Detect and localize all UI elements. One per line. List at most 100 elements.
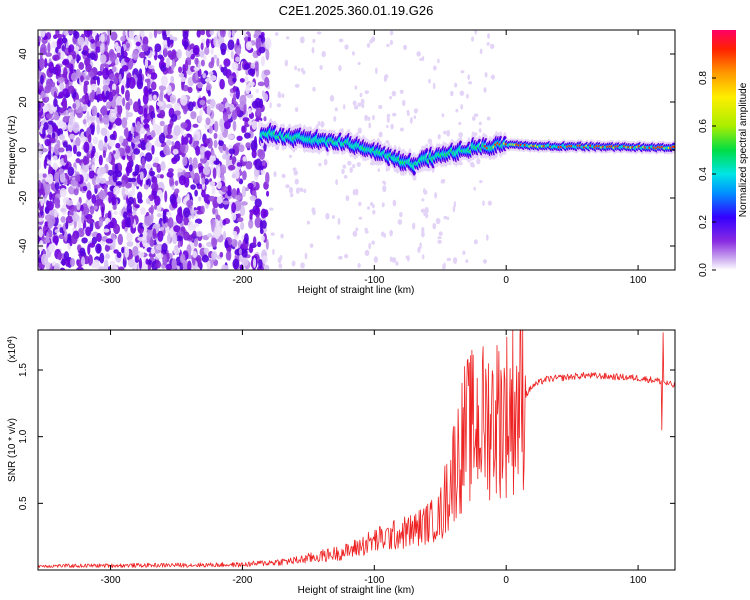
spectrogram-noise-blob (216, 180, 222, 190)
spectrogram-faint-noise (318, 162, 322, 167)
spectrogram-faint-noise (432, 222, 437, 230)
spectrogram-noise-blob (99, 54, 107, 64)
spectrogram-noise-blob (121, 117, 128, 129)
spectrogram-faint-noise (344, 44, 349, 50)
spectrogram-noise-blob (243, 132, 251, 139)
spectrogram-faint-noise (382, 185, 387, 193)
spectrogram-noise-blob (106, 34, 110, 46)
spectrogram-noise-blob (64, 48, 70, 54)
spectrogram-faint-noise (412, 222, 416, 230)
spectrogram-noise-blob (120, 45, 125, 57)
spectrogram-noise-blob (63, 30, 70, 36)
spectrogram-noise-blob (179, 142, 186, 153)
spectrogram-noise-blob (51, 146, 55, 153)
spectrogram-noise-blob (88, 170, 95, 179)
spectrogram-noise-blob (207, 89, 211, 97)
spectrogram-faint-noise (294, 178, 299, 185)
spectrogram-noise-blob (217, 166, 221, 178)
spectrogram-faint-noise (361, 103, 365, 109)
spectrogram-noise-blob (171, 59, 176, 68)
spectrogram-faint-noise (358, 216, 363, 220)
spectrogram-noise-blob (130, 126, 134, 135)
spectrogram-noise-blob (70, 72, 78, 82)
spectrogram-noise-blob (114, 72, 119, 78)
spectrogram-faint-noise (317, 121, 321, 127)
spectrogram-faint-noise (368, 122, 372, 129)
spectrogram-noise-blob (193, 172, 200, 184)
spectrogram-faint-noise (368, 242, 371, 250)
spectrogram-faint-noise (442, 264, 445, 270)
spectrogram-noise-blob (248, 108, 252, 115)
spectrogram-faint-noise (434, 191, 438, 199)
spectrogram-noise-blob (182, 156, 188, 167)
spectrogram-noise-blob (42, 197, 47, 204)
spectrogram-noise-blob (38, 179, 42, 190)
spectrogram-noise-blob (212, 167, 217, 180)
spectrogram-noise-blob (241, 257, 249, 267)
spectrogram-faint-noise (413, 108, 419, 113)
spectrogram-faint-noise (435, 217, 441, 225)
spectrogram-noise-blob (162, 254, 168, 266)
spectrogram-noise-blob (109, 133, 115, 141)
spectrogram-noise-blob (79, 186, 84, 192)
spectrogram-noise-blob (213, 54, 218, 60)
spectrogram-noise-blob (223, 58, 231, 67)
spectrogram-noise-blob (231, 173, 237, 179)
spectrogram-noise-blob (134, 204, 140, 209)
spectrogram-noise-blob (105, 238, 113, 244)
spectrogram-noise-blob (200, 30, 206, 36)
spectrogram-faint-noise (482, 259, 488, 264)
spectrogram-noise-blob (184, 171, 190, 178)
spectrogram-faint-noise (274, 32, 279, 36)
spectrogram-y-tick-label: -40 (18, 238, 29, 253)
spectrogram-noise-blob (92, 136, 99, 145)
spectrogram-faint-noise (357, 61, 361, 65)
spectrogram-noise-blob (115, 95, 123, 106)
spectrogram-faint-noise (421, 56, 425, 62)
spectrogram-noise-blob (202, 72, 207, 79)
spectrogram-noise-blob (76, 151, 82, 157)
spectrogram-noise-blob (242, 30, 246, 36)
snr-x-tick-label: -100 (364, 575, 384, 586)
spectrogram-noise-blob (39, 57, 45, 70)
spectrogram-noise-blob (110, 112, 117, 118)
spectrogram-noise-blob (98, 93, 104, 102)
spectrogram-noise-blob (197, 82, 204, 89)
spectrogram-noise-blob (174, 245, 179, 251)
spectrogram-faint-noise (335, 179, 338, 186)
spectrogram-faint-noise (280, 233, 284, 239)
spectrogram-faint-noise (366, 206, 371, 210)
spectrogram-noise-blob (206, 260, 211, 270)
spectrogram-noise-blob (146, 77, 151, 90)
spectrogram-noise-blob (255, 37, 262, 43)
spectrogram-noise-blob (70, 59, 76, 65)
spectrogram-faint-noise (320, 120, 325, 128)
spectrogram-faint-noise (478, 121, 482, 126)
spectrogram-noise-blob (169, 39, 174, 44)
spectrogram-faint-noise (473, 239, 478, 245)
spectrogram-faint-noise (462, 250, 466, 255)
spectrogram-noise-blob (165, 134, 173, 139)
spectrogram-noise-blob (85, 226, 92, 237)
spectrogram-faint-noise (455, 108, 459, 113)
spectrogram-noise-blob (142, 242, 150, 248)
spectrogram-noise-blob (253, 33, 258, 39)
spectrogram-noise-blob (38, 104, 41, 109)
spectrogram-faint-noise (452, 205, 456, 213)
spectrogram-noise-blob (54, 180, 60, 191)
spectrogram-noise-blob (44, 214, 53, 222)
spectrogram-noise-blob (174, 188, 180, 194)
spectrogram-noise-blob (251, 149, 257, 159)
spectrogram-noise-blob (91, 194, 97, 204)
spectrogram-noise-blob (166, 211, 171, 216)
spectrogram-faint-noise (458, 121, 462, 126)
spectrogram-noise-blob (100, 127, 108, 137)
spectrogram-noise-blob (65, 144, 73, 154)
spectrogram-noise-blob (258, 149, 266, 160)
snr-y-tick-label: 1.0 (18, 429, 29, 443)
spectrogram-noise-blob (236, 213, 241, 218)
spectrogram-noise-blob (231, 202, 237, 214)
spectrogram-noise-blob (53, 143, 61, 156)
spectrogram-noise-blob (115, 142, 121, 149)
spectrogram-noise-blob (157, 54, 164, 59)
